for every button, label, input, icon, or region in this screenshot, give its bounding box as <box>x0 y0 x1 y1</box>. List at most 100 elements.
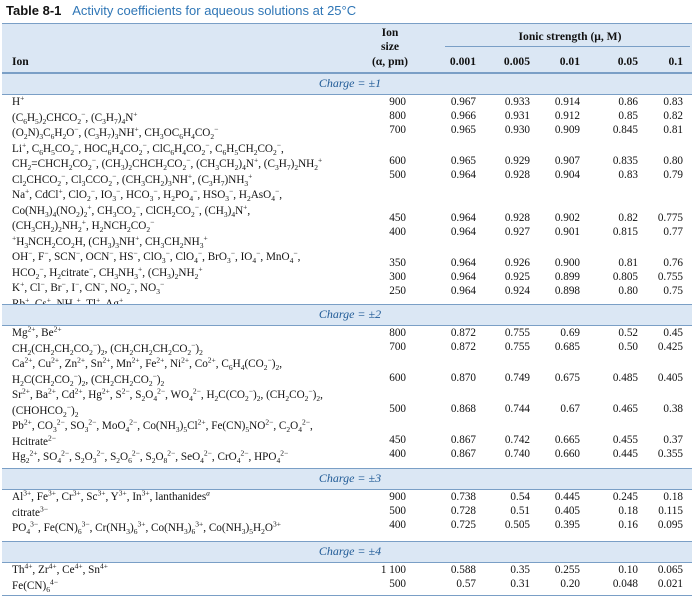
activity-value: 0.18 <box>663 491 683 503</box>
ion-line: Mg2+, Be2+ <box>12 324 62 339</box>
ion-size: 900 <box>389 96 406 108</box>
activity-value: 0.872 <box>450 327 476 339</box>
ion-size: 700 <box>389 124 406 136</box>
activity-value: 0.82 <box>663 110 683 122</box>
activity-value: 0.738 <box>450 491 476 503</box>
charge-label: Charge = ±3 <box>318 471 382 485</box>
ion-line: Sr2+, Ba2+, Cd2+, Hg2+, S2−, S2O42−, WO4… <box>12 386 323 404</box>
charge-top-rule <box>2 541 692 542</box>
charge-label: Charge = ±4 <box>318 544 382 558</box>
activity-value: 0.964 <box>450 285 476 297</box>
activity-value: 0.52 <box>618 327 638 339</box>
activity-value: 0.35 <box>510 564 530 576</box>
activity-value: 0.904 <box>554 169 580 181</box>
col-005: 0.05 <box>617 55 638 68</box>
activity-value: 0.728 <box>450 505 476 517</box>
activity-value: 0.928 <box>504 212 530 224</box>
header-ionic-strength: Ionic strength (μ, M) <box>518 30 622 43</box>
activity-value: 0.425 <box>657 341 683 353</box>
ion-line: (CH3CH2)2NH2+, H2NCH2CO2− <box>12 217 155 235</box>
activity-value: 0.10 <box>618 564 638 576</box>
col-001: 0.01 <box>559 55 580 68</box>
ion-line: H+ <box>12 93 25 108</box>
activity-value: 0.909 <box>554 124 580 136</box>
activity-value: 0.868 <box>450 403 476 415</box>
ion-line: HCO2−, H2citrate−, CH3NH3+, (CH3)2NH2+ <box>12 263 203 281</box>
ion-size: 600 <box>389 155 406 167</box>
activity-value: 0.902 <box>554 212 580 224</box>
ion-size: 500 <box>389 578 406 590</box>
activity-value: 0.57 <box>456 578 476 590</box>
activity-value: 0.912 <box>554 110 580 122</box>
activity-value: 0.76 <box>663 257 683 269</box>
activity-value: 0.964 <box>450 212 476 224</box>
activity-value: 0.405 <box>554 505 580 517</box>
activity-value: 0.245 <box>612 491 638 503</box>
activity-value: 0.81 <box>618 257 638 269</box>
activity-value: 0.805 <box>612 271 638 283</box>
col-0001: 0.001 <box>449 55 476 68</box>
bottom-rule <box>2 595 692 596</box>
activity-value: 0.67 <box>560 403 580 415</box>
activity-value: 0.867 <box>450 434 476 446</box>
ion-line: Cl2CHCO2−, Cl3CCO2−, (CH3CH2)3NH+, (C3H7… <box>12 170 253 188</box>
activity-value: 0.255 <box>554 564 580 576</box>
strength-rule <box>445 46 690 47</box>
activity-value: 0.749 <box>504 372 530 384</box>
charge-band <box>2 469 692 489</box>
charge-band <box>2 542 692 562</box>
activity-value: 0.835 <box>612 155 638 167</box>
activity-value: 0.928 <box>504 169 530 181</box>
activity-value: 0.907 <box>554 155 580 167</box>
activity-value: 0.755 <box>504 327 530 339</box>
activity-value: 0.931 <box>504 110 530 122</box>
activity-value: 0.86 <box>618 96 638 108</box>
activity-value: 0.926 <box>504 257 530 269</box>
activity-value: 0.675 <box>554 372 580 384</box>
header-size-1: Ion <box>381 26 399 39</box>
ion-size: 250 <box>389 285 406 297</box>
ion-size: 400 <box>389 448 406 460</box>
activity-value: 0.81 <box>663 124 683 136</box>
activity-value: 0.80 <box>618 285 638 297</box>
ion-line: Pb2+, CO32−, SO32−, MoO42−, Co(NH3)5Cl2+… <box>12 417 313 435</box>
activity-value: 0.83 <box>663 96 683 108</box>
ion-line: Fe(CN)64− <box>12 576 58 594</box>
activity-value: 0.899 <box>554 271 580 283</box>
activity-value: 0.445 <box>612 448 638 460</box>
activity-value: 0.50 <box>618 341 638 353</box>
top-rule <box>2 23 692 24</box>
charge-band <box>2 74 692 94</box>
activity-value: 0.744 <box>504 403 530 415</box>
header-ion: Ion <box>12 55 29 68</box>
header-size-2: size <box>380 40 400 53</box>
activity-value: 0.755 <box>657 271 683 283</box>
ion-size: 300 <box>389 271 406 283</box>
charge-top-rule <box>2 73 692 74</box>
activity-value: 0.83 <box>618 169 638 181</box>
activity-value: 0.870 <box>450 372 476 384</box>
activity-value: 0.775 <box>657 212 683 224</box>
ion-line: Hcitrate2− <box>12 432 57 448</box>
activity-value: 0.965 <box>450 155 476 167</box>
activity-value: 0.455 <box>612 434 638 446</box>
activity-value: 0.929 <box>504 155 530 167</box>
table-number: Table 8-1 <box>6 3 62 18</box>
ion-size: 1 100 <box>380 564 406 576</box>
charge-label: Charge = ±1 <box>318 76 382 90</box>
ion-line: Co(NH3)4(NO2)2+, CH3CO2−, ClCH2CO2−, (CH… <box>12 201 251 219</box>
charge-top-rule <box>2 468 692 469</box>
activity-value: 0.924 <box>504 285 530 297</box>
ion-size: 400 <box>389 226 406 238</box>
activity-value: 0.85 <box>618 110 638 122</box>
activity-value: 0.900 <box>554 257 580 269</box>
activity-value: 0.588 <box>450 564 476 576</box>
activity-value: 0.965 <box>450 124 476 136</box>
activity-value: 0.82 <box>618 212 638 224</box>
activity-value: 0.115 <box>658 505 683 517</box>
activity-value: 0.872 <box>450 341 476 353</box>
ion-size: 800 <box>389 110 406 122</box>
ion-size: 600 <box>389 372 406 384</box>
activity-value: 0.685 <box>554 341 580 353</box>
